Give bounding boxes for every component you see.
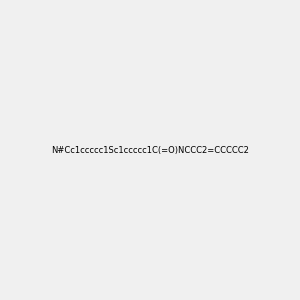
Text: N#Cc1ccccc1Sc1ccccc1C(=O)NCCC2=CCCCC2: N#Cc1ccccc1Sc1ccccc1C(=O)NCCC2=CCCCC2	[51, 146, 249, 154]
